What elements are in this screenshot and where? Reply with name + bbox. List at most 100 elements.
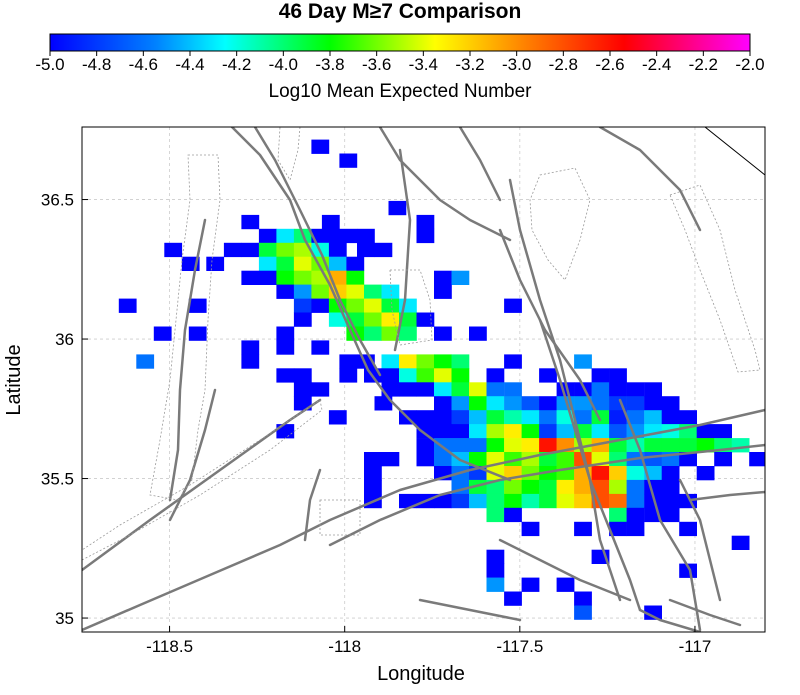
colorbar-tick-label: -5.0 — [35, 55, 64, 74]
fault-line — [458, 127, 502, 202]
heatmap-cell — [293, 284, 312, 299]
heatmap-cell — [293, 256, 312, 271]
heatmap-cell — [486, 577, 505, 592]
heatmap-cell — [399, 326, 417, 341]
heatmap-cell — [644, 382, 662, 397]
heatmap-cell — [504, 479, 522, 495]
heatmap-cell — [381, 312, 400, 327]
colorbar-tick-label: -2.8 — [549, 55, 578, 74]
heatmap-cell — [451, 382, 470, 397]
heatmap-cell — [591, 466, 610, 481]
heatmap-cell — [399, 312, 417, 327]
heatmap-cell — [469, 410, 487, 425]
heatmap-cell — [399, 368, 417, 383]
heatmap-cell — [434, 438, 452, 453]
heatmap-cell — [609, 424, 627, 439]
heatmap-cell — [469, 424, 487, 439]
heatmap-cell — [539, 438, 557, 453]
heatmap-cell — [521, 438, 540, 453]
heatmap-cell — [241, 242, 260, 258]
heatmap-cell — [521, 493, 540, 509]
heatmap-cell — [399, 382, 417, 397]
heatmap-cell — [381, 452, 400, 467]
heatmap-cell — [276, 256, 295, 271]
heatmap-cell — [679, 438, 697, 453]
heatmap-cell — [293, 396, 312, 411]
heatmap-cell — [399, 354, 417, 369]
heatmap-cell — [644, 424, 662, 439]
heatmap-cell — [321, 228, 340, 244]
heatmap-cell — [504, 493, 522, 509]
heatmap-cell — [591, 382, 610, 397]
colorbar — [49, 33, 751, 52]
heatmap-cell — [328, 242, 347, 258]
heatmap-cell — [339, 354, 358, 369]
heatmap-cell — [381, 368, 400, 383]
heatmap-cell — [469, 438, 487, 453]
heatmap-cell — [241, 340, 260, 355]
fault-line — [378, 127, 512, 242]
heatmap-cell — [679, 452, 697, 467]
heatmap-cell — [714, 452, 732, 467]
heatmap-cell — [644, 452, 662, 467]
heatmap-cell — [416, 312, 435, 327]
colorbar-tick-label: -2.4 — [642, 55, 671, 74]
fault-line — [393, 148, 412, 352]
heatmap-cell — [451, 368, 470, 383]
heatmap-cell — [364, 326, 382, 341]
heatmap-cell — [626, 493, 645, 509]
heatmap-cell — [346, 298, 365, 313]
heatmap-cell — [434, 382, 452, 397]
heatmap-cell — [609, 521, 627, 537]
heatmap-cell — [339, 153, 358, 168]
fault-line — [688, 490, 765, 502]
heatmap-cell — [504, 507, 522, 523]
heatmap-cell — [364, 466, 382, 481]
x-tick-label: -117 — [679, 637, 712, 656]
zone-outline — [389, 269, 433, 346]
heatmap-cell — [591, 479, 610, 495]
heatmap-cell — [346, 284, 365, 299]
heatmap-cell — [136, 354, 155, 369]
heatmap-cell — [661, 493, 680, 509]
heatmap-cell — [416, 424, 435, 439]
zone-outline — [149, 154, 221, 501]
heatmap-cell — [731, 535, 750, 550]
heatmap-cell — [416, 368, 435, 383]
heatmap-cell — [539, 493, 557, 509]
plot-area — [81, 126, 766, 633]
heatmap-cell — [644, 410, 662, 425]
heatmap-cell — [339, 368, 358, 383]
colorbar-tick-label: -3.0 — [502, 55, 531, 74]
heatmap-cells — [118, 139, 765, 620]
fault-line — [618, 398, 702, 632]
heatmap-cell — [434, 368, 452, 383]
heatmap-cell — [276, 270, 295, 285]
heatmap-cell — [574, 493, 592, 509]
heatmap-cell — [469, 452, 487, 467]
heatmap-cell — [293, 312, 312, 327]
heatmap-cell — [539, 410, 557, 425]
heatmap-cell — [241, 214, 260, 230]
heatmap-cell — [364, 312, 382, 327]
heatmap-cell — [469, 382, 487, 397]
heatmap-cell — [504, 591, 522, 606]
heatmap-cell — [521, 521, 540, 537]
heatmap-cell — [626, 466, 645, 481]
x-axis-label: Longitude — [377, 663, 465, 685]
heatmap-cell — [276, 424, 295, 439]
x-tick-label: -118.5 — [146, 637, 193, 656]
heatmap-cell — [293, 270, 312, 285]
heatmap-cell — [504, 354, 522, 369]
heatmap-cell — [591, 410, 610, 425]
heatmap-cell — [539, 396, 557, 411]
heatmap-cell — [644, 396, 662, 411]
heatmap-cell — [311, 284, 330, 299]
heatmap-cell — [469, 396, 487, 411]
heatmap-cell — [714, 424, 732, 439]
colorbar-tick-label: -4.0 — [269, 55, 298, 74]
heatmap-cell — [364, 298, 382, 313]
heatmap-cell — [574, 410, 592, 425]
corner-line — [704, 126, 766, 176]
